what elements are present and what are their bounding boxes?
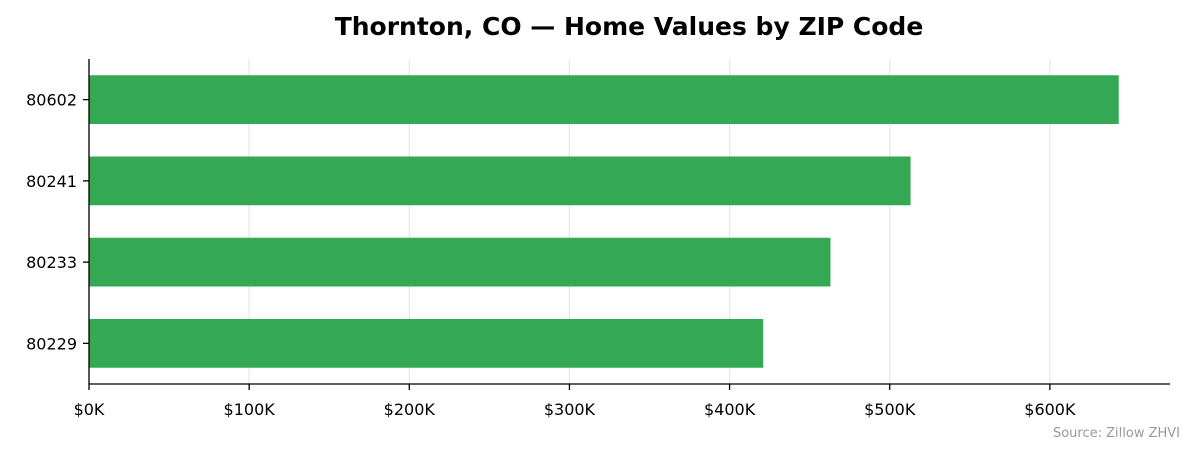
x-axis-ticks: $0K $100K $200K $300K $400K $500K $600K bbox=[74, 384, 1076, 419]
x-tick-label: $300K bbox=[544, 400, 596, 419]
axes bbox=[88, 59, 1170, 385]
y-tick-label: 80233 bbox=[26, 253, 77, 272]
y-tick-label: 80602 bbox=[26, 91, 77, 110]
x-tick-label: $100K bbox=[224, 400, 276, 419]
source-note: Source: Zillow ZHVI bbox=[1053, 426, 1180, 441]
x-tick-label: $500K bbox=[864, 400, 916, 419]
bar-80602 bbox=[89, 75, 1119, 124]
y-axis-ticks: 80602 80241 80233 80229 bbox=[26, 91, 89, 353]
x-tick-label: $0K bbox=[74, 400, 105, 419]
bar-80229 bbox=[89, 319, 764, 368]
y-tick-label: 80229 bbox=[26, 334, 77, 353]
bar-80241 bbox=[89, 156, 911, 206]
chart-title: Thornton, CO — Home Values by ZIP Code bbox=[335, 12, 924, 41]
x-tick-label: $600K bbox=[1024, 400, 1076, 419]
bar-80233 bbox=[89, 237, 831, 287]
x-tick-label: $400K bbox=[704, 400, 756, 419]
x-tick-label: $200K bbox=[384, 400, 436, 419]
bars bbox=[89, 75, 1119, 368]
y-tick-label: 80241 bbox=[26, 172, 77, 191]
